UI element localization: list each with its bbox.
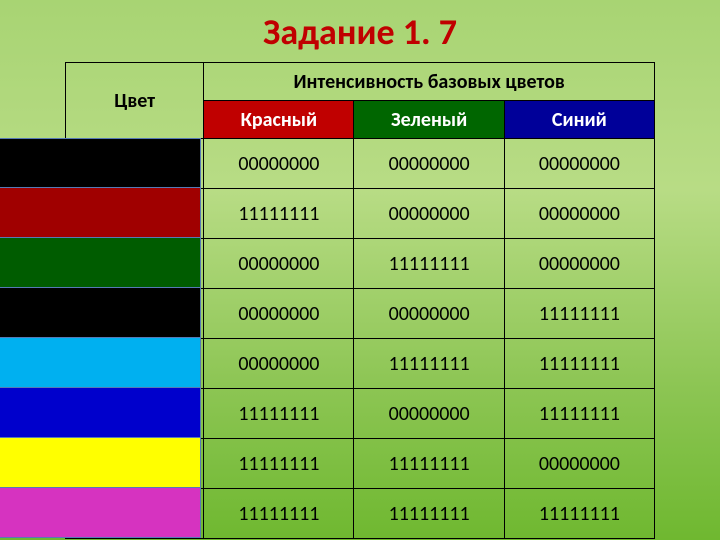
intensity-cell: 11111111 [504,489,654,539]
intensity-cell: 11111111 [204,439,354,489]
header-blue: Синий [504,101,654,139]
intensity-cell: 00000000 [504,189,654,239]
intensity-cell: 11111111 [354,489,504,539]
intensity-cell: 11111111 [504,389,654,439]
color-swatch [0,488,201,538]
intensity-cell: 11111111 [204,189,354,239]
intensity-cell: 11111111 [354,339,504,389]
color-swatch [0,188,201,238]
intensity-cell: 00000000 [204,239,354,289]
intensity-cell: 00000000 [204,339,354,389]
intensity-cell: 00000000 [354,189,504,239]
intensity-cell: 00000000 [204,139,354,189]
intensity-cell: 11111111 [354,439,504,489]
header-color: Цвет [66,63,204,139]
page-title: Задание 1. 7 [0,10,720,54]
header-red: Красный [204,101,354,139]
intensity-cell: 00000000 [354,289,504,339]
intensity-cell: 11111111 [504,289,654,339]
intensity-cell: 00000000 [354,389,504,439]
header-intensity: Интенсивность базовых цветов [204,63,655,101]
intensity-cell: 00000000 [504,439,654,489]
color-swatch [0,388,201,438]
color-swatch-strip [0,138,201,538]
color-swatch [0,238,201,288]
intensity-cell: 11111111 [504,339,654,389]
color-swatch [0,338,201,388]
intensity-cell: 11111111 [204,389,354,439]
intensity-cell: 00000000 [504,239,654,289]
intensity-cell: 11111111 [204,489,354,539]
intensity-cell: 11111111 [354,239,504,289]
header-green: Зеленый [354,101,504,139]
intensity-cell: 00000000 [504,139,654,189]
intensity-cell: 00000000 [204,289,354,339]
intensity-cell: 00000000 [354,139,504,189]
color-swatch [0,288,201,338]
color-swatch [0,138,201,188]
color-swatch [0,438,201,488]
